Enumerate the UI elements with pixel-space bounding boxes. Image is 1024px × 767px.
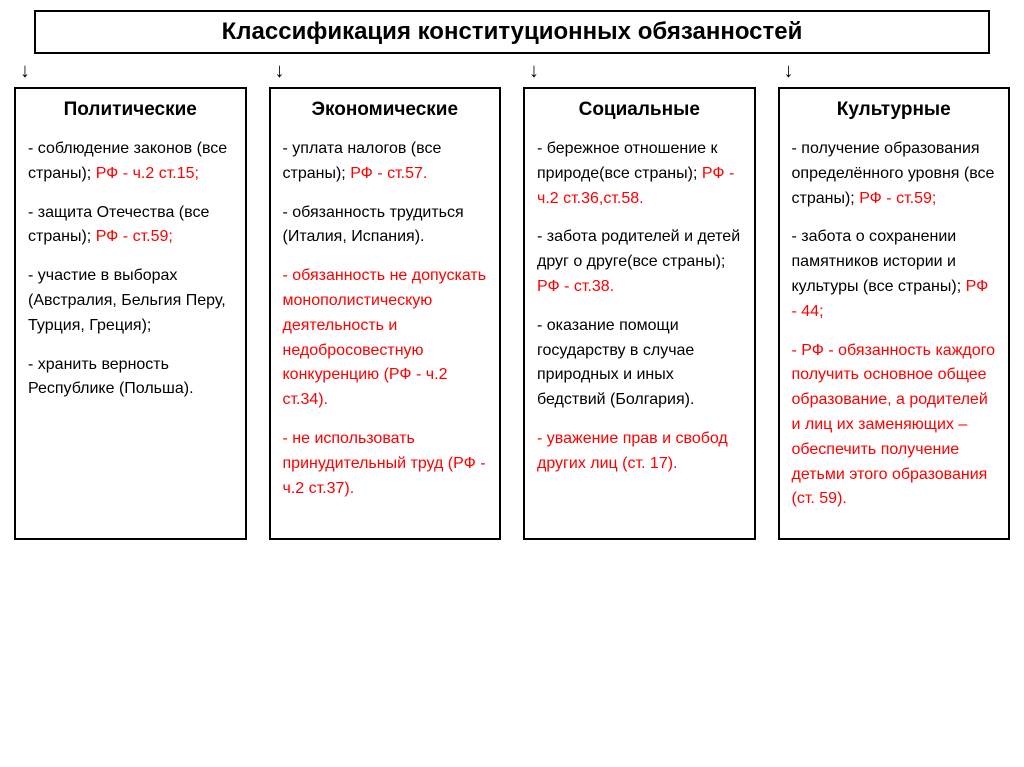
arrow-down-icon: ↓ [14, 60, 247, 83]
text-segment: РФ - ст.59; [859, 190, 936, 207]
list-item: - получение образования определённого ур… [792, 137, 997, 211]
text-segment: - обязанность трудиться (Италия, Испания… [283, 204, 464, 246]
column-1: Экономические - уплата налогов (все стран… [269, 87, 502, 540]
columns-container: Политические - соблюдение законов (все ст… [14, 87, 1010, 540]
list-item: - уважение прав и свобод других лиц (ст.… [537, 427, 742, 477]
list-item: - РФ - обязанность каждого получить осно… [792, 339, 997, 513]
text-segment: - уважение прав и свобод других лиц (ст.… [537, 430, 728, 472]
arrow-down-icon: ↓ [269, 60, 502, 83]
page-title: Классификация конституционных обязанност… [46, 18, 978, 46]
list-item: - обязанность трудиться (Италия, Испания… [283, 201, 488, 251]
text-segment: - забота родителей и детей друг о друге(… [537, 228, 740, 270]
header-box: Классификация конституционных обязанност… [34, 10, 990, 54]
list-item: - забота родителей и детей друг о друге(… [537, 225, 742, 299]
text-segment: - хранить верность Республике (Польша). [28, 356, 194, 398]
list-item: - защита Отечества (все страны); РФ - ст… [28, 201, 233, 251]
text-segment: РФ - ч.2 ст.15; [96, 165, 199, 182]
text-segment: - забота о сохранении памятников истории… [792, 228, 966, 295]
list-item: - соблюдение законов (все страны); РФ - … [28, 137, 233, 187]
column-title: Политические [28, 99, 233, 121]
text-segment: - бережное отношение к природе(все стран… [537, 140, 718, 182]
column-title: Социальные [537, 99, 742, 121]
text-segment: - обязанность не допускать монополистиче… [283, 267, 487, 408]
list-item: - бережное отношение к природе(все стран… [537, 137, 742, 211]
list-item: - участие в выборах (Австралия, Бельгия … [28, 264, 233, 338]
text-segment: - РФ - обязанность каждого получить осно… [792, 342, 996, 508]
text-segment: - оказание помощи государству в случае п… [537, 317, 694, 408]
column-0: Политические - соблюдение законов (все ст… [14, 87, 247, 540]
column-3: Культурные - получение образования опреде… [778, 87, 1011, 540]
text-segment: РФ - ст.57. [350, 165, 427, 182]
list-item: - забота о сохранении памятников истории… [792, 225, 997, 324]
column-title: Экономические [283, 99, 488, 121]
text-segment: - не использовать принудительный труд (Р… [283, 430, 486, 497]
column-title: Культурные [792, 99, 997, 121]
text-segment: РФ - ст.38. [537, 278, 614, 295]
text-segment: РФ - ст.59; [96, 228, 173, 245]
list-item: - оказание помощи государству в случае п… [537, 314, 742, 413]
text-segment: - участие в выборах (Австралия, Бельгия … [28, 267, 226, 334]
list-item: - обязанность не допускать монополистиче… [283, 264, 488, 413]
arrow-down-icon: ↓ [523, 60, 756, 83]
column-2: Социальные - бережное отношение к природе… [523, 87, 756, 540]
list-item: - не использовать принудительный труд (Р… [283, 427, 488, 501]
list-item: - уплата налогов (все страны); РФ - ст.5… [283, 137, 488, 187]
list-item: - хранить верность Республике (Польша). [28, 353, 233, 403]
arrow-down-icon: ↓ [778, 60, 1011, 83]
arrows-row: ↓ ↓ ↓ ↓ [14, 60, 1010, 83]
